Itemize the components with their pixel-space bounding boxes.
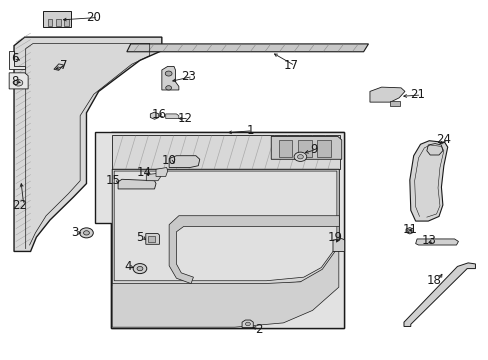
- Polygon shape: [112, 169, 339, 285]
- Text: 6: 6: [11, 52, 19, 65]
- Polygon shape: [9, 51, 25, 69]
- Polygon shape: [162, 66, 179, 90]
- Bar: [297, 140, 311, 157]
- Text: 1: 1: [246, 124, 254, 137]
- Text: 20: 20: [86, 11, 101, 24]
- Text: 21: 21: [409, 89, 424, 102]
- Polygon shape: [426, 144, 442, 155]
- Text: 8: 8: [11, 75, 19, 88]
- Polygon shape: [405, 228, 413, 234]
- Text: 10: 10: [162, 154, 176, 167]
- Text: 7: 7: [60, 59, 67, 72]
- Text: 11: 11: [402, 223, 417, 236]
- Circle shape: [137, 266, 142, 271]
- Polygon shape: [118, 179, 156, 189]
- Bar: [47, 18, 52, 26]
- Text: 5: 5: [136, 231, 143, 244]
- Circle shape: [83, 231, 89, 235]
- Polygon shape: [14, 37, 162, 251]
- Polygon shape: [242, 320, 253, 328]
- Text: 3: 3: [71, 226, 78, 239]
- Bar: [148, 237, 155, 242]
- Circle shape: [407, 229, 411, 232]
- Circle shape: [293, 152, 306, 161]
- Bar: [112, 135, 339, 169]
- Bar: [64, 18, 69, 26]
- Polygon shape: [95, 132, 344, 328]
- Text: 18: 18: [426, 274, 441, 287]
- Polygon shape: [409, 141, 447, 221]
- Polygon shape: [114, 171, 336, 281]
- Polygon shape: [146, 174, 161, 181]
- Text: 2: 2: [255, 323, 262, 336]
- Polygon shape: [369, 87, 404, 102]
- Circle shape: [133, 264, 146, 274]
- Polygon shape: [95, 132, 111, 223]
- Text: 22: 22: [12, 198, 27, 212]
- Circle shape: [80, 228, 93, 238]
- Circle shape: [14, 80, 23, 86]
- Polygon shape: [332, 239, 344, 251]
- Circle shape: [245, 322, 250, 326]
- Polygon shape: [169, 216, 339, 284]
- Polygon shape: [403, 263, 474, 327]
- Circle shape: [165, 71, 172, 76]
- Text: 17: 17: [283, 59, 298, 72]
- Text: 14: 14: [136, 166, 151, 179]
- Text: 13: 13: [421, 234, 436, 247]
- Polygon shape: [156, 167, 167, 176]
- Text: 9: 9: [309, 143, 317, 156]
- Bar: [42, 11, 71, 27]
- Polygon shape: [169, 156, 200, 167]
- Text: 16: 16: [152, 108, 167, 121]
- Polygon shape: [150, 112, 159, 119]
- Text: 12: 12: [177, 112, 192, 125]
- Circle shape: [165, 86, 171, 90]
- Text: 4: 4: [123, 260, 131, 273]
- Text: 19: 19: [327, 231, 343, 244]
- Bar: [278, 140, 291, 157]
- Bar: [317, 140, 330, 157]
- Polygon shape: [271, 136, 341, 159]
- Polygon shape: [145, 234, 159, 244]
- Polygon shape: [54, 64, 63, 70]
- Polygon shape: [165, 114, 179, 118]
- Polygon shape: [112, 246, 338, 327]
- Text: 24: 24: [436, 134, 450, 147]
- Circle shape: [297, 155, 303, 159]
- Polygon shape: [111, 132, 344, 328]
- Text: 15: 15: [106, 174, 121, 186]
- Polygon shape: [415, 239, 458, 245]
- Polygon shape: [389, 102, 399, 106]
- Polygon shape: [9, 73, 28, 89]
- Polygon shape: [126, 44, 368, 52]
- Bar: [56, 18, 61, 26]
- Text: 23: 23: [181, 70, 196, 83]
